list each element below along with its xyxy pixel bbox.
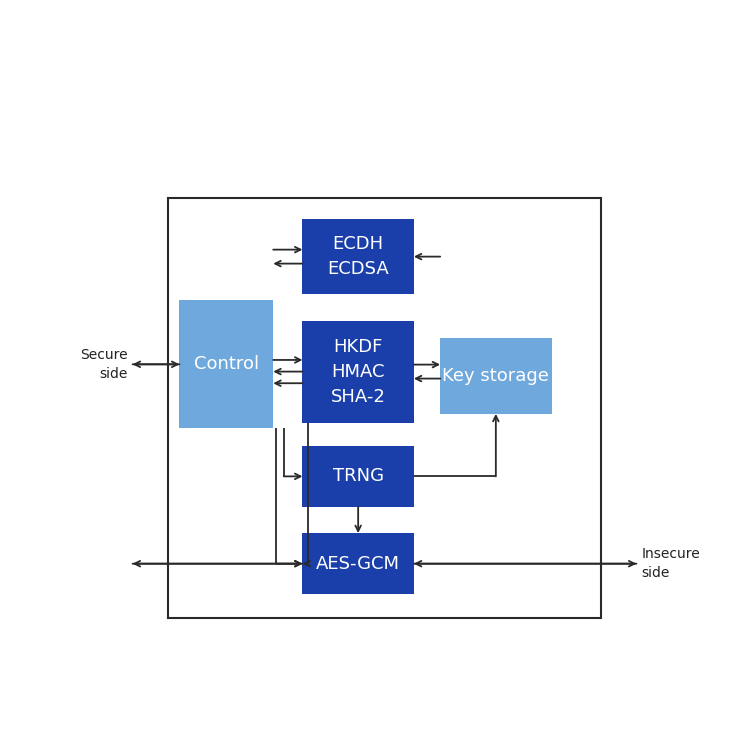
Bar xyxy=(302,321,414,423)
Text: Control: Control xyxy=(194,355,259,373)
Bar xyxy=(302,446,414,507)
Text: HKDF
HMAC
SHA-2: HKDF HMAC SHA-2 xyxy=(330,338,386,405)
Bar xyxy=(302,533,414,594)
Text: Insecure
side: Insecure side xyxy=(641,547,700,580)
Text: Secure
side: Secure side xyxy=(80,348,128,380)
Bar xyxy=(179,300,273,429)
Text: ECDH
ECDSA: ECDH ECDSA xyxy=(327,235,389,278)
Text: TRNG: TRNG xyxy=(333,467,383,485)
Bar xyxy=(302,218,414,295)
Bar xyxy=(440,338,551,414)
Text: Key storage: Key storage xyxy=(442,367,550,385)
Bar xyxy=(168,198,601,618)
Text: AES-GCM: AES-GCM xyxy=(316,555,400,573)
